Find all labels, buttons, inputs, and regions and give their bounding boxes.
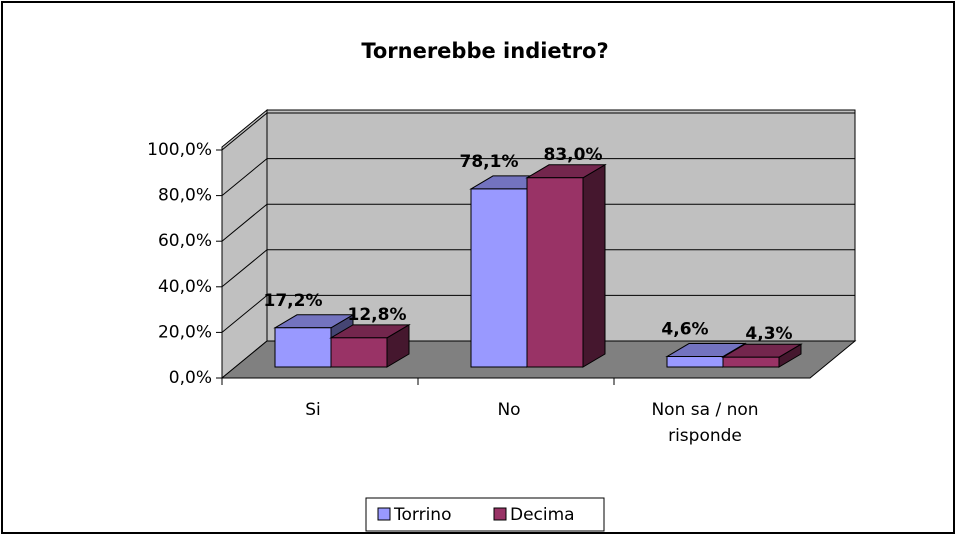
grid-line [221, 249, 268, 288]
y-tick-label: 60,0% [158, 231, 212, 251]
legend [365, 497, 605, 532]
y-tick-label: 20,0% [158, 322, 212, 342]
grid-line [221, 158, 268, 196]
value-label: 78,1% [460, 152, 519, 172]
value-label: 4,3% [745, 324, 792, 344]
legend-label: Torrino [393, 505, 451, 525]
bar [526, 177, 584, 368]
x-tick-label: Non sa / non risponde [651, 400, 759, 446]
y-tick-label: 0,0% [169, 368, 212, 388]
y-tick-label: 40,0% [158, 277, 212, 297]
legend-label: Decima [510, 505, 575, 525]
x-tick-label: No [497, 400, 521, 420]
bar [330, 337, 388, 368]
bar [470, 188, 528, 368]
bar [274, 327, 332, 368]
bar [666, 356, 724, 368]
chart-title: Tornerebbe indietro? [361, 39, 608, 63]
grid-line [221, 203, 268, 242]
legend-swatch [377, 507, 391, 521]
side-wall [221, 108, 268, 380]
bar-side [582, 163, 606, 368]
legend-swatch [493, 507, 507, 521]
value-label: 12,8% [348, 305, 407, 325]
value-label: 17,2% [264, 291, 323, 311]
bar [722, 356, 780, 368]
value-label: 83,0% [544, 145, 603, 165]
y-tick-label: 100,0% [147, 140, 212, 160]
grid-line [221, 295, 268, 333]
x-tick-label: Si [305, 400, 321, 420]
y-tick-label: 80,0% [158, 186, 212, 206]
grid-line [221, 112, 268, 151]
value-label: 4,6% [661, 320, 708, 340]
